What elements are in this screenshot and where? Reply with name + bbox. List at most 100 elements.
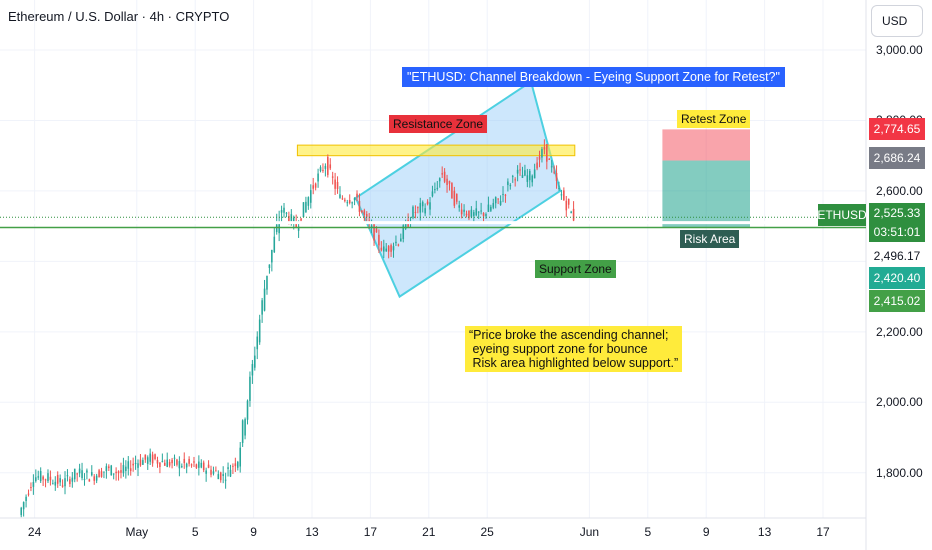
candle-body — [572, 208, 575, 221]
candle-body — [463, 209, 465, 212]
candle-body — [470, 209, 473, 217]
candle-body — [387, 246, 390, 252]
retest-zone-label: Retest Zone — [677, 110, 751, 128]
candle-body — [137, 463, 139, 468]
candle-body — [271, 249, 273, 263]
candle-body — [142, 460, 144, 465]
candle-body — [494, 197, 497, 204]
candle-body — [504, 194, 507, 196]
candle-body — [95, 475, 98, 481]
candle-body — [251, 364, 254, 376]
candle-body — [550, 166, 553, 168]
badge-support-price: 2,496.17 — [869, 245, 925, 267]
candle-body — [509, 184, 512, 187]
price-tick-label: 1,800.00 — [876, 465, 923, 480]
candle-body — [71, 477, 74, 482]
candle-body — [477, 211, 480, 213]
candle-body — [110, 465, 113, 476]
candle-body — [353, 197, 356, 201]
candle-body — [526, 175, 529, 182]
candle-body — [563, 190, 565, 201]
candle-body — [314, 183, 317, 188]
chart-title: Ethereum / U.S. Dollar · 4h · CRYPTO — [8, 9, 230, 24]
candle-body — [159, 462, 161, 468]
candle-body — [458, 205, 461, 208]
candle-body — [64, 478, 66, 487]
candle-body — [473, 212, 475, 216]
time-tick-label: 25 — [480, 525, 494, 539]
candle-body — [502, 193, 504, 195]
badge-countdown: 03:51:01 — [869, 222, 925, 242]
candle-body — [132, 463, 134, 466]
candle-body — [538, 156, 541, 160]
candle-body — [497, 198, 499, 200]
candle-body — [183, 458, 186, 464]
candle-body — [207, 464, 210, 468]
candle-body — [288, 215, 290, 223]
candle-body — [334, 179, 336, 189]
candle-body — [202, 462, 205, 471]
callout-annotation: “Price broke the ascending channel; eyei… — [465, 326, 683, 372]
candle-body — [392, 246, 395, 251]
candle-body — [305, 201, 307, 213]
candle-body — [125, 466, 127, 472]
candle-body — [263, 288, 266, 311]
candle-body — [455, 194, 458, 202]
candle-body — [412, 206, 414, 218]
candle-body — [205, 470, 207, 474]
candle-body — [163, 462, 166, 466]
candle-body — [239, 447, 242, 467]
candle-body — [224, 479, 227, 481]
candle-body — [127, 461, 130, 469]
candle-body — [548, 158, 551, 160]
candle-body — [390, 245, 392, 252]
candle-body — [188, 458, 190, 464]
price-tick-label: 2,600.00 — [876, 183, 923, 198]
candle-body — [543, 147, 546, 150]
candle-body — [241, 420, 244, 443]
candle-body — [404, 221, 407, 229]
candle-body — [490, 206, 492, 211]
candle-body — [283, 207, 285, 213]
candle-body — [312, 185, 315, 189]
candle-body — [492, 203, 495, 208]
candle-body — [378, 234, 380, 246]
candle-body — [417, 207, 419, 209]
candle-body — [555, 172, 558, 181]
candle-body — [536, 162, 538, 169]
currency-button[interactable]: USD — [871, 5, 923, 37]
ascending-channel — [354, 80, 562, 299]
time-tick-label: 17 — [363, 525, 378, 539]
badge-teal-level: 2,420.40 — [869, 267, 925, 289]
candle-body — [139, 459, 142, 466]
candle-body — [370, 225, 373, 228]
candle-body — [524, 170, 526, 176]
symbol-badge: ETHUSD — [817, 204, 867, 226]
candle-body — [309, 190, 312, 203]
candle-body — [47, 473, 49, 482]
candle-body — [365, 214, 368, 217]
candle-body — [441, 173, 443, 175]
candle-body — [122, 465, 125, 474]
candle-body — [195, 464, 198, 468]
candle-body — [446, 178, 448, 186]
candle-body — [400, 238, 402, 242]
candle-body — [49, 476, 52, 481]
candle-body — [134, 462, 137, 464]
candle-body — [254, 355, 256, 368]
resistance-zone-band — [296, 144, 576, 157]
candle-body — [465, 213, 468, 216]
candle-body — [511, 176, 514, 178]
candle-body — [156, 460, 159, 464]
candle-body — [52, 483, 54, 485]
candle-body — [98, 470, 100, 478]
resistance-zone-label: Resistance Zone — [389, 115, 488, 133]
candle-body — [344, 199, 346, 202]
candle-body — [149, 453, 151, 462]
candle-body — [363, 210, 366, 215]
candle-body — [285, 212, 288, 214]
candle-body — [236, 461, 239, 468]
candle-body — [198, 461, 200, 468]
candle-body — [451, 183, 453, 199]
